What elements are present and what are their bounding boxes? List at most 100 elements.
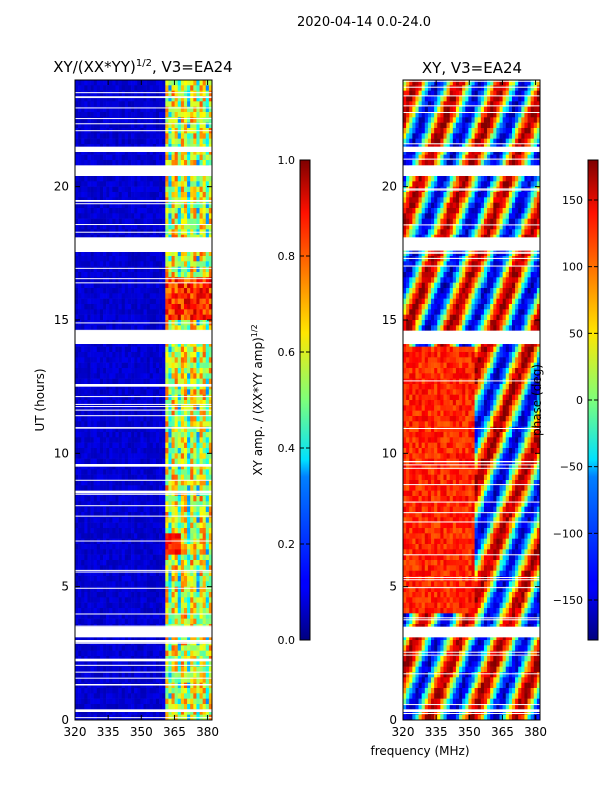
amplitude-cell	[190, 213, 194, 219]
amplitude-cell	[196, 101, 200, 107]
amplitude-cell	[103, 224, 107, 230]
amplitude-cell	[152, 282, 157, 289]
amplitude-cell	[87, 416, 91, 422]
amplitude-cell	[115, 90, 119, 97]
amplitude-cell	[155, 288, 160, 294]
amplitude-cell	[152, 474, 157, 481]
amplitude-cell	[109, 581, 113, 587]
amplitude-cell	[140, 421, 144, 427]
amplitude-cell	[146, 517, 151, 523]
amplitude-cell	[202, 117, 207, 123]
amplitude-cell	[165, 90, 169, 97]
amplitude-cell	[124, 341, 129, 347]
amplitude-cell	[131, 256, 135, 262]
amplitude-cell	[96, 96, 101, 102]
amplitude-cell	[143, 117, 147, 123]
amplitude-cell	[106, 474, 110, 481]
amplitude-cell	[112, 602, 116, 609]
amplitude-cell	[190, 608, 194, 614]
amplitude-cell	[90, 645, 94, 651]
amplitude-cell	[84, 261, 88, 267]
amplitude-cell	[127, 496, 132, 502]
amplitude-cell	[115, 149, 119, 155]
amplitude-cell	[131, 378, 135, 385]
amplitude-cell	[177, 549, 182, 555]
amplitude-cell	[152, 554, 157, 561]
amplitude-cell	[174, 512, 179, 518]
amplitude-cell	[124, 677, 129, 683]
amplitude-cell	[168, 138, 172, 145]
amplitude-cell	[193, 666, 197, 673]
amplitude-cell	[199, 80, 203, 86]
amplitude-cell	[112, 112, 116, 118]
amplitude-cell	[187, 458, 191, 465]
amplitude-cell	[87, 405, 91, 411]
amplitude-cell	[131, 384, 135, 390]
amplitude-cell	[131, 666, 135, 673]
amplitude-title: XY/(XX*YY)1/2, V3=EA24	[53, 58, 232, 76]
amplitude-cell	[99, 288, 104, 294]
amplitude-cell	[171, 528, 175, 534]
amplitude-cell	[205, 426, 210, 433]
amplitude-cell	[196, 608, 200, 614]
amplitude-cell	[168, 266, 172, 273]
amplitude-cell	[174, 501, 179, 507]
amplitude-cell	[118, 394, 122, 401]
amplitude-cell	[190, 581, 194, 587]
amplitude-cell	[127, 101, 132, 107]
amplitude-cell	[112, 314, 116, 321]
amplitude-cell	[134, 341, 138, 347]
amplitude-cell	[81, 352, 85, 358]
amplitude-cell	[137, 352, 141, 358]
amplitude-cell	[171, 266, 175, 273]
amplitude-cell	[168, 469, 172, 475]
amplitude-cell	[87, 581, 91, 587]
amplitude-cell	[180, 602, 185, 609]
amplitude-cell	[177, 357, 182, 363]
amplitude-cell	[155, 544, 160, 550]
amplitude-cell	[84, 565, 88, 571]
amplitude-cell	[106, 117, 110, 123]
amplitude-cell	[140, 528, 144, 534]
amplitude-cell	[190, 544, 194, 550]
amplitude-cell	[187, 106, 191, 113]
amplitude-cell	[134, 394, 138, 401]
amplitude-cell	[183, 581, 188, 587]
amplitude-cell	[118, 314, 122, 321]
amplitude-cell	[159, 133, 163, 139]
amplitude-cell	[84, 282, 88, 289]
amplitude-cell	[75, 373, 79, 379]
amplitude-cell	[205, 613, 210, 619]
amplitude-cell	[199, 416, 203, 422]
amplitude-cell	[84, 256, 88, 262]
amplitude-cell	[177, 469, 182, 475]
amplitude-cell	[143, 384, 147, 390]
amplitude-cell	[84, 506, 88, 513]
amplitude-cell	[155, 213, 160, 219]
amplitude-cell	[140, 357, 144, 363]
amplitude-cell	[180, 474, 185, 481]
amplitude-cell	[152, 394, 157, 401]
amplitude-cell	[143, 496, 147, 502]
amplitude-cell	[103, 426, 107, 433]
amplitude-cell	[159, 117, 163, 123]
amplitude-cell	[118, 90, 122, 97]
amplitude-cell	[149, 512, 154, 518]
amplitude-cell	[149, 448, 154, 454]
amplitude-cell	[109, 176, 113, 182]
amplitude-cell	[112, 469, 116, 475]
amplitude-cell	[165, 256, 169, 262]
amplitude-cell	[162, 410, 166, 417]
amplitude-cell	[75, 133, 79, 139]
amplitude-cell	[162, 90, 166, 97]
amplitude-cell	[124, 277, 129, 283]
amplitude-cell	[177, 533, 182, 539]
amplitude-cell	[112, 458, 116, 465]
amplitude-cell	[174, 112, 179, 118]
amplitude-cell	[137, 90, 141, 97]
amplitude-cell	[177, 576, 182, 582]
amplitude-cell	[165, 282, 169, 289]
amplitude-cell	[96, 378, 101, 385]
amplitude-cell	[162, 362, 166, 369]
amplitude-cell	[174, 250, 179, 257]
